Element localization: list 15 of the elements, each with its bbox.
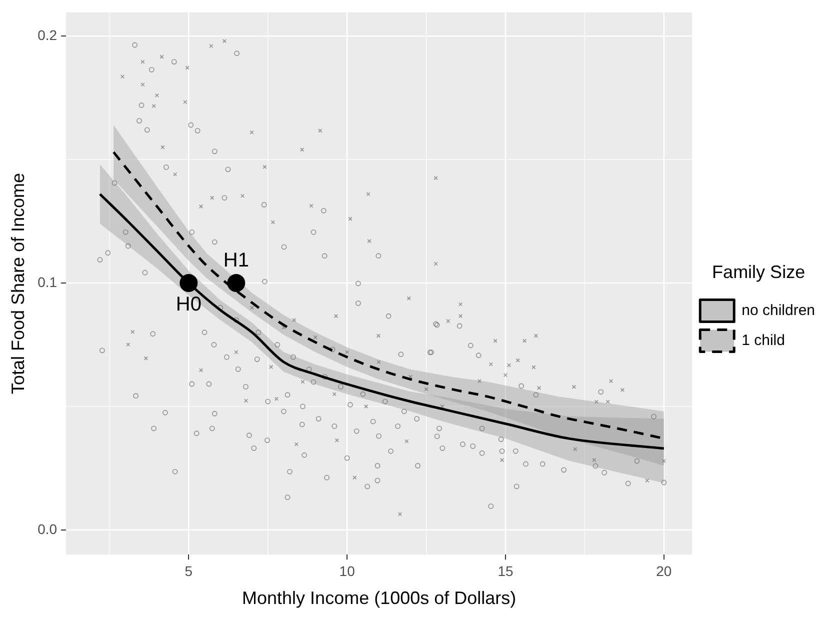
- legend-label: no children: [742, 302, 816, 319]
- y-tick-label: 0.1: [38, 274, 58, 290]
- legend-label: 1 child: [742, 332, 785, 349]
- y-tick-label: 0.2: [38, 26, 58, 43]
- annotation: H0: [176, 294, 202, 316]
- annotation: H1: [223, 250, 249, 272]
- x-tick-label: 10: [339, 562, 356, 579]
- x-tick-label: 15: [498, 562, 514, 579]
- y-tick-label: 0.0: [38, 520, 58, 537]
- x-tick-label: 5: [184, 562, 193, 579]
- legend-title: Family Size: [712, 262, 806, 282]
- x-tick-label: 20: [656, 562, 672, 579]
- y-axis-title: Total Food Share of Income: [8, 172, 28, 394]
- x-axis-title: Monthly Income (1000s of Dollars): [242, 588, 516, 608]
- line-series: [98, 192, 666, 450]
